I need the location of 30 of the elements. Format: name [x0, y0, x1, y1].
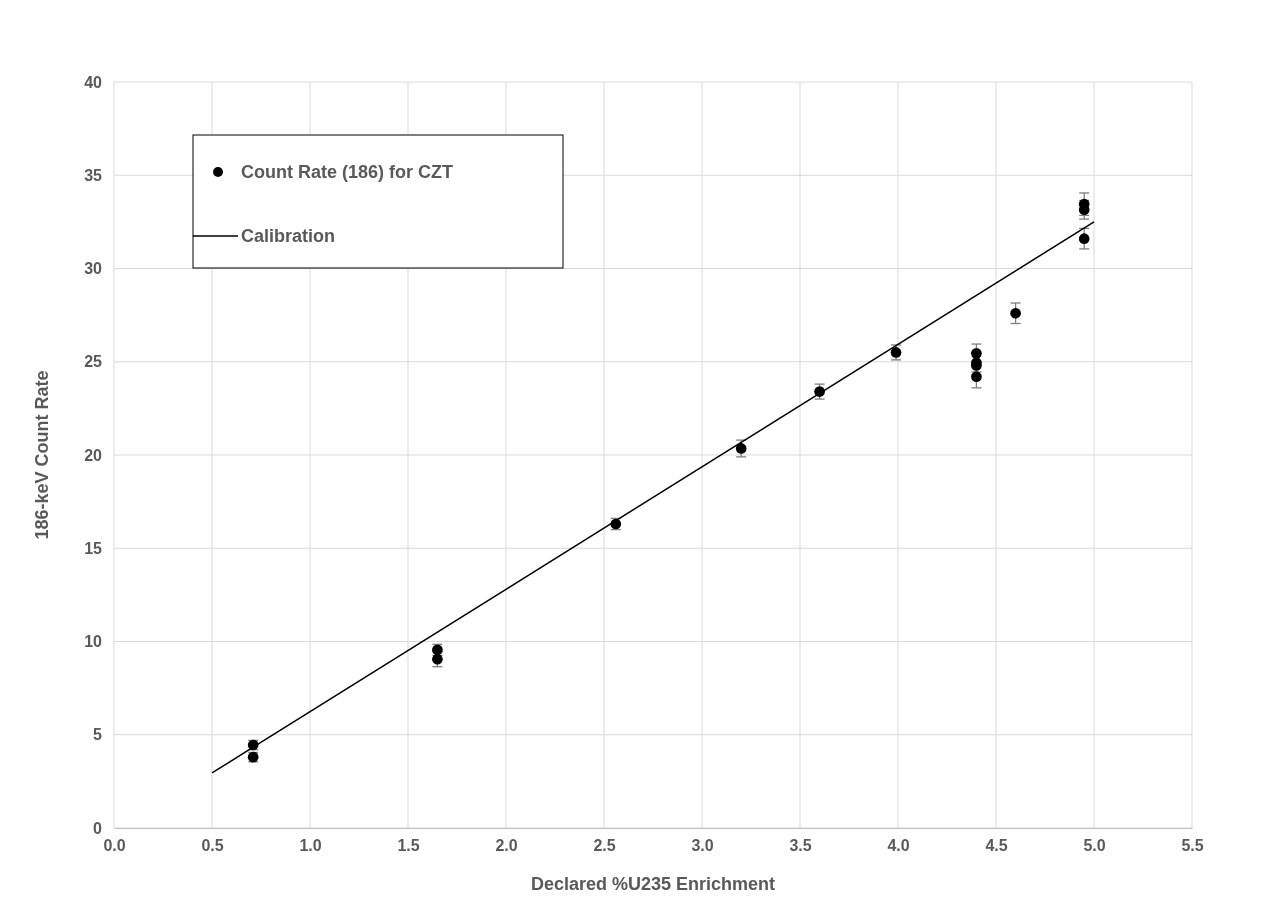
y-tick-label: 5 [93, 726, 103, 744]
x-tick-label: 3.0 [691, 837, 714, 855]
y-tick-label: 0 [93, 819, 103, 837]
point [735, 443, 747, 454]
point [971, 348, 982, 359]
legend-label: Count Rate (186) for CZT [241, 162, 454, 182]
x-tick-label: 1.0 [299, 837, 322, 855]
y-tick-label: 35 [84, 166, 103, 184]
x-tick-label: 5.5 [1181, 837, 1204, 855]
y-tick-label: 25 [84, 353, 103, 371]
x-tick-label: 5.0 [1083, 837, 1106, 855]
x-tick-label: 4.0 [887, 837, 910, 855]
y-tick-label: 40 [84, 73, 103, 91]
x-tick-label: 0.5 [201, 837, 224, 855]
x-tick-label: 2.5 [593, 837, 616, 855]
y-tick-label: 30 [84, 260, 103, 278]
x-tick-label: 2.0 [495, 837, 518, 855]
x-tick-label: 0.0 [103, 837, 126, 855]
x-tick-label: 3.5 [789, 837, 812, 855]
legend-label: Calibration [241, 226, 336, 246]
x-axis-title: Declared %U235 Enrichment [530, 874, 776, 894]
point [1010, 307, 1021, 319]
x-tick-label: 4.5 [985, 837, 1008, 855]
point [1078, 233, 1090, 244]
point [971, 371, 982, 383]
x-tick-label: 1.5 [397, 837, 420, 855]
y-axis-title: 186-keV Count Rate [32, 370, 52, 540]
y-tick-label: 10 [84, 633, 103, 651]
y-tick-label: 20 [84, 446, 103, 464]
y-tick-label: 15 [84, 539, 103, 557]
